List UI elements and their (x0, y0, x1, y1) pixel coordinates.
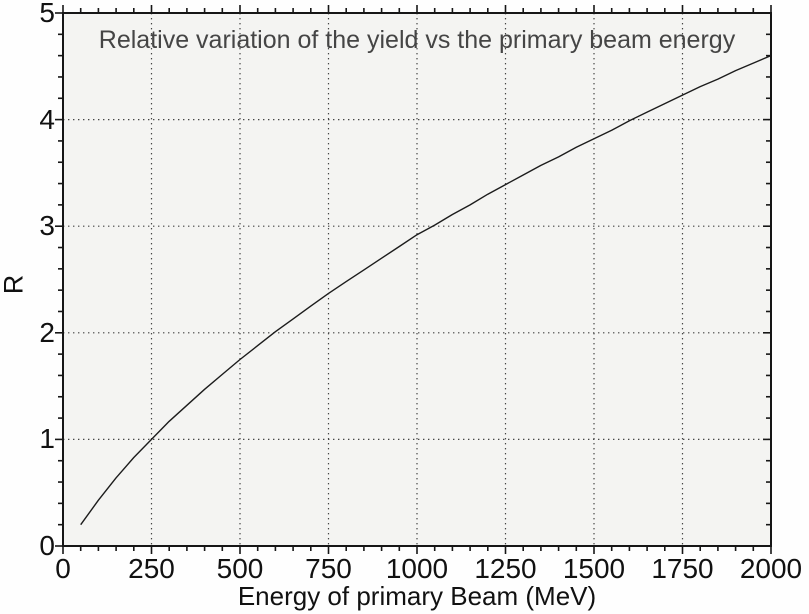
x-tick-label: 750 (305, 553, 352, 584)
x-axis-label: Energy of primary Beam (MeV) (237, 581, 597, 611)
x-tick-label: 250 (128, 553, 175, 584)
x-tick-label: 2000 (739, 553, 803, 584)
x-tick-label: 1500 (562, 553, 626, 584)
y-tick-label: 4 (39, 103, 55, 135)
chart-title: Relative variation of the yield vs the p… (98, 26, 736, 54)
x-tick-label: 1000 (385, 553, 449, 584)
y-tick-label: 3 (39, 210, 55, 242)
x-tick-label: 1750 (651, 553, 714, 584)
x-tick-label: 0 (55, 553, 71, 584)
x-tick-label: 1250 (474, 553, 537, 584)
plot-frame (62, 12, 772, 547)
plot-background (63, 13, 771, 546)
y-tick-label: 2 (39, 316, 55, 348)
y-tick-label: 5 (39, 0, 55, 28)
y-tick-label: 0 (39, 530, 55, 561)
data-curve (80, 54, 772, 526)
x-tick-label: 500 (216, 553, 264, 584)
y-tick-label: 1 (39, 423, 55, 455)
